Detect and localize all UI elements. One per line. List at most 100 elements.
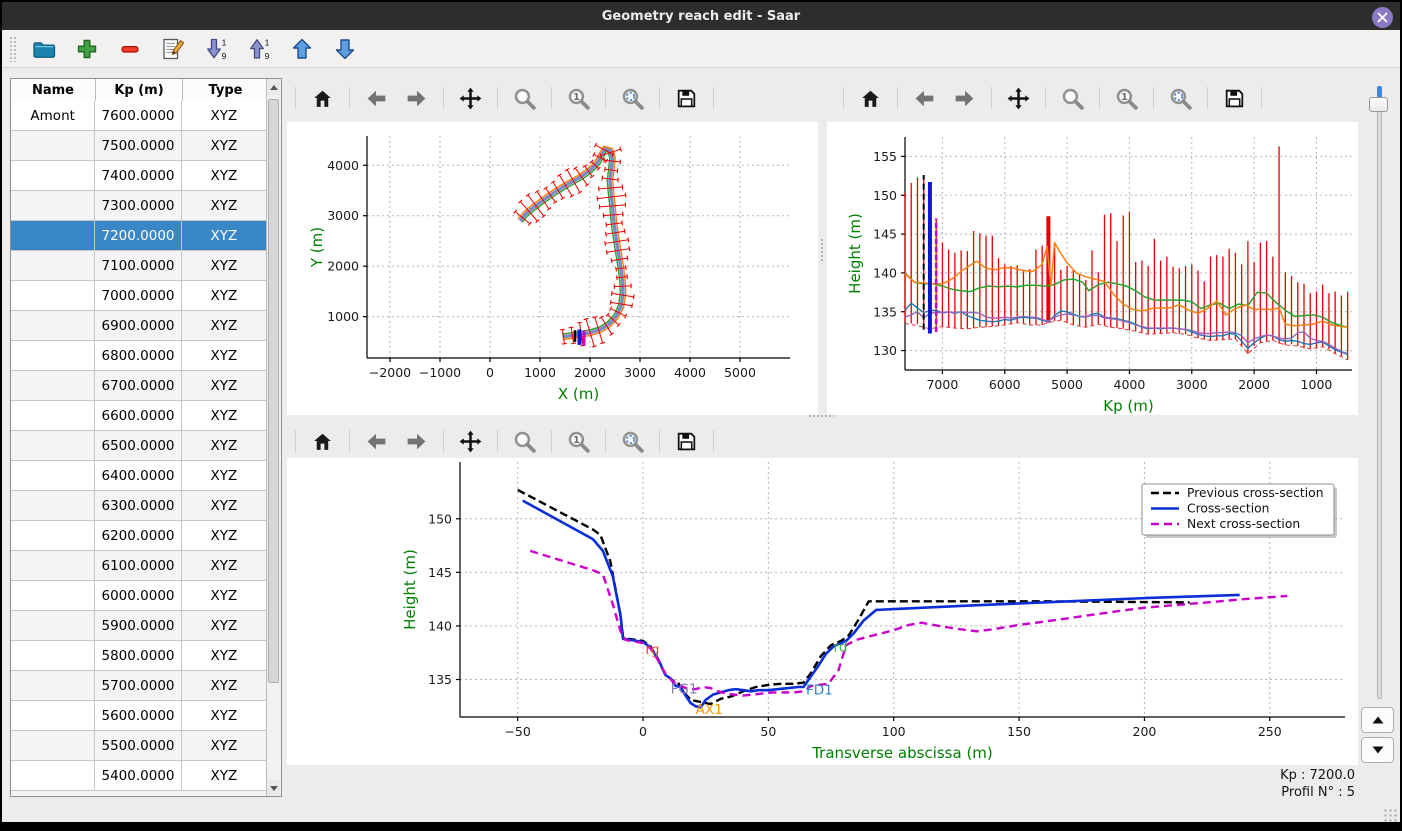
table-row[interactable]: Amont 7600.0000 XYZ: [11, 101, 267, 131]
home-button[interactable]: [309, 428, 336, 455]
cell-name[interactable]: [11, 311, 96, 340]
table-row[interactable]: 6900.0000 XYZ: [11, 311, 267, 341]
cell-kp[interactable]: 7500.0000: [95, 131, 182, 160]
cell-type[interactable]: XYZ: [182, 191, 267, 220]
table-row[interactable]: 5400.0000 XYZ: [11, 761, 267, 791]
window-resize-grip[interactable]: [1383, 808, 1398, 823]
table-row[interactable]: 6500.0000 XYZ: [11, 431, 267, 461]
table-row[interactable]: 5500.0000 XYZ: [11, 731, 267, 761]
home-button[interactable]: [857, 85, 884, 112]
scroll-up-button[interactable]: [267, 79, 280, 95]
pan-button[interactable]: [1005, 85, 1032, 112]
cell-name[interactable]: [11, 251, 96, 280]
forward-button[interactable]: [951, 85, 978, 112]
zoom-button[interactable]: [511, 428, 538, 455]
cell-type[interactable]: XYZ: [182, 341, 267, 370]
table-row[interactable]: 5900.0000 XYZ: [11, 611, 267, 641]
vertical-splitter-handle[interactable]: [820, 238, 825, 262]
home-button[interactable]: [309, 85, 336, 112]
profile-slider-handle[interactable]: [1369, 97, 1388, 112]
table-row[interactable]: 5600.0000 XYZ: [11, 701, 267, 731]
cell-name[interactable]: [11, 731, 96, 760]
table-row[interactable]: 6200.0000 XYZ: [11, 521, 267, 551]
cell-kp[interactable]: 7400.0000: [95, 161, 182, 190]
cell-kp[interactable]: 7300.0000: [95, 191, 182, 220]
save-button[interactable]: [673, 85, 700, 112]
cell-kp[interactable]: 6800.0000: [95, 341, 182, 370]
edit-profile-button[interactable]: [158, 34, 188, 64]
cell-type[interactable]: XYZ: [182, 161, 267, 190]
table-row[interactable]: 7100.0000 XYZ: [11, 251, 267, 281]
table-scrollbar[interactable]: [266, 79, 281, 796]
table-row[interactable]: 6100.0000 XYZ: [11, 551, 267, 581]
cell-name[interactable]: [11, 431, 96, 460]
cell-name[interactable]: [11, 461, 96, 490]
cell-kp[interactable]: 6500.0000: [95, 431, 182, 460]
cell-name[interactable]: [11, 611, 96, 640]
sort-ascending-button[interactable]: 1 9: [244, 34, 274, 64]
column-header[interactable]: Name: [11, 79, 96, 101]
cell-name[interactable]: [11, 161, 96, 190]
cell-type[interactable]: XYZ: [182, 581, 267, 610]
table-row[interactable]: 6800.0000 XYZ: [11, 341, 267, 371]
toolbar-drag-handle[interactable]: [9, 35, 16, 62]
back-button[interactable]: [363, 85, 390, 112]
close-button[interactable]: [1372, 7, 1393, 28]
cell-type[interactable]: XYZ: [182, 671, 267, 700]
cell-name[interactable]: [11, 521, 96, 550]
cell-name[interactable]: [11, 401, 96, 430]
zoom-original-button[interactable]: 1: [565, 85, 592, 112]
cell-name[interactable]: [11, 281, 96, 310]
scrollbar-thumb[interactable]: [268, 99, 279, 683]
cell-type[interactable]: XYZ: [182, 101, 267, 130]
cell-name[interactable]: [11, 671, 96, 700]
cell-type[interactable]: XYZ: [182, 401, 267, 430]
cell-type[interactable]: XYZ: [182, 641, 267, 670]
cell-kp[interactable]: 7100.0000: [95, 251, 182, 280]
cell-type[interactable]: XYZ: [182, 731, 267, 760]
cell-type[interactable]: XYZ: [182, 701, 267, 730]
next-profile-button[interactable]: [1361, 737, 1394, 763]
cell-name[interactable]: Amont: [11, 101, 96, 130]
cell-kp[interactable]: 5400.0000: [95, 761, 182, 790]
cell-name[interactable]: [11, 581, 96, 610]
cell-type[interactable]: XYZ: [182, 371, 267, 400]
table-row[interactable]: 7500.0000 XYZ: [11, 131, 267, 161]
move-down-button[interactable]: [330, 34, 360, 64]
previous-profile-button[interactable]: [1361, 707, 1394, 733]
cell-name[interactable]: [11, 701, 96, 730]
open-folder-button[interactable]: [29, 34, 59, 64]
table-row[interactable]: 6400.0000 XYZ: [11, 461, 267, 491]
cell-kp[interactable]: 7200.0000: [95, 221, 182, 250]
table-row[interactable]: 6300.0000 XYZ: [11, 491, 267, 521]
table-row[interactable]: 7000.0000 XYZ: [11, 281, 267, 311]
zoom-original-button[interactable]: 1: [565, 428, 592, 455]
scroll-down-button[interactable]: [267, 780, 280, 796]
cell-name[interactable]: [11, 641, 96, 670]
table-row[interactable]: 7200.0000 XYZ: [11, 221, 267, 251]
cell-kp[interactable]: 6200.0000: [95, 521, 182, 550]
zoom-original-button[interactable]: 1: [1113, 85, 1140, 112]
cell-name[interactable]: [11, 491, 96, 520]
longitudinal-plot[interactable]: 7000 6000 5000 4000 3000 2000 1000 130 135 140 145…: [827, 122, 1358, 415]
cell-type[interactable]: XYZ: [182, 461, 267, 490]
table-body[interactable]: Amont 7600.0000 XYZ 7500.0000 XYZ 7400.0000 XY…: [11, 101, 267, 796]
move-up-button[interactable]: [287, 34, 317, 64]
cell-name[interactable]: [11, 131, 96, 160]
zoom-selection-button[interactable]: [619, 428, 646, 455]
pan-button[interactable]: [457, 428, 484, 455]
sort-descending-button[interactable]: 1 9: [201, 34, 231, 64]
table-row[interactable]: 7400.0000 XYZ: [11, 161, 267, 191]
cell-kp[interactable]: 6000.0000: [95, 581, 182, 610]
cell-kp[interactable]: 6700.0000: [95, 371, 182, 400]
cell-kp[interactable]: 5600.0000: [95, 701, 182, 730]
cell-kp[interactable]: 5700.0000: [95, 671, 182, 700]
cell-kp[interactable]: 5500.0000: [95, 731, 182, 760]
cell-type[interactable]: XYZ: [182, 761, 267, 790]
cell-kp[interactable]: 6300.0000: [95, 491, 182, 520]
horizontal-splitter-handle[interactable]: [808, 414, 834, 419]
table-row[interactable]: 7300.0000 XYZ: [11, 191, 267, 221]
zoom-selection-button[interactable]: [1167, 85, 1194, 112]
cell-kp[interactable]: 6900.0000: [95, 311, 182, 340]
table-row[interactable]: 6600.0000 XYZ: [11, 401, 267, 431]
